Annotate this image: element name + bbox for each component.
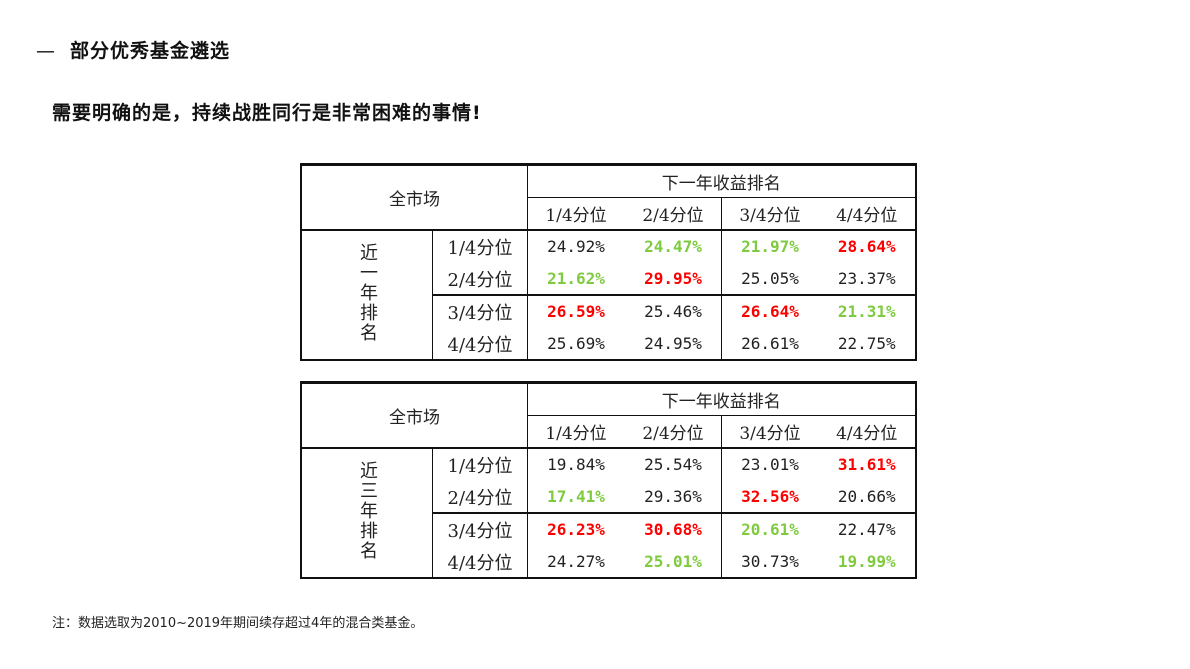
corner-header: 全市场 [300, 163, 528, 231]
row-header: 4/4分位 [432, 327, 528, 361]
table-three-year-ranking: 全市场 下一年收益排名 1/4分位 2/4分位 3/4分位 4/4分位 近三年排… [300, 381, 917, 579]
column-group-header: 下一年收益排名 [527, 381, 917, 416]
table-cell: 25.46% [624, 295, 722, 328]
table-cell: 25.05% [721, 262, 819, 296]
table-cell: 26.61% [721, 327, 819, 361]
table-cell: 28.64% [818, 230, 917, 263]
table-one-year-ranking: 全市场 下一年收益排名 1/4分位 2/4分位 3/4分位 4/4分位 近一年排… [300, 163, 917, 361]
table-cell: 30.68% [624, 513, 722, 546]
row-header: 3/4分位 [432, 513, 528, 546]
table-cell: 23.37% [818, 262, 917, 296]
table-cell: 24.47% [624, 230, 722, 263]
footnote: 注：数据选取为2010~2019年期间续存超过4年的混合类基金。 [52, 616, 424, 631]
column-header: 1/4分位 [527, 415, 625, 449]
table-cell: 26.64% [741, 302, 799, 321]
column-header: 2/4分位 [624, 415, 722, 449]
title-dash: — [36, 40, 56, 62]
table-cell: 29.36% [624, 480, 722, 514]
column-header: 4/4分位 [818, 197, 917, 231]
row-header: 1/4分位 [432, 448, 528, 481]
table-cell: 31.61% [818, 448, 917, 481]
column-header: 4/4分位 [818, 415, 917, 449]
table-cell: 30.73% [721, 545, 819, 579]
table-cell: 26.23% [547, 520, 605, 539]
table-cell: 21.62% [527, 262, 625, 296]
section-title: — 部分优秀基金遴选 [36, 36, 230, 63]
table-cell: 19.84% [547, 455, 605, 474]
row-group-header: 近三年排名 [300, 448, 433, 579]
column-header: 2/4分位 [624, 197, 722, 231]
table-cell: 21.31% [818, 295, 917, 328]
table-cell: 20.61% [741, 520, 799, 539]
table-cell: 25.69% [527, 327, 625, 361]
column-header: 1/4分位 [527, 197, 625, 231]
row-group-header: 近一年排名 [300, 230, 433, 361]
row-header: 2/4分位 [432, 262, 528, 296]
table-cell: 23.01% [741, 455, 799, 474]
row-header: 2/4分位 [432, 480, 528, 514]
column-header: 3/4分位 [721, 415, 819, 449]
table-cell: 21.97% [741, 237, 799, 256]
table-cell: 22.75% [818, 327, 917, 361]
column-header: 3/4分位 [721, 197, 819, 231]
table-cell: 25.01% [624, 545, 722, 579]
row-header: 1/4分位 [432, 230, 528, 263]
table-cell: 26.59% [547, 302, 605, 321]
table-cell: 25.54% [624, 448, 722, 481]
table-cell: 24.92% [547, 237, 605, 256]
row-header: 4/4分位 [432, 545, 528, 579]
row-header: 3/4分位 [432, 295, 528, 328]
table-cell: 24.27% [527, 545, 625, 579]
table-cell: 32.56% [721, 480, 819, 514]
table-cell: 29.95% [624, 262, 722, 296]
corner-header: 全市场 [300, 381, 528, 449]
section-title-text: 部分优秀基金遴选 [70, 40, 231, 62]
table-cell: 24.95% [624, 327, 722, 361]
column-group-header: 下一年收益排名 [527, 163, 917, 198]
table-cell: 22.47% [818, 513, 917, 546]
table-cell: 20.66% [818, 480, 917, 514]
table-cell: 17.41% [527, 480, 625, 514]
headline: 需要明确的是，持续战胜同行是非常困难的事情! [52, 102, 482, 124]
table-cell: 19.99% [818, 545, 917, 579]
